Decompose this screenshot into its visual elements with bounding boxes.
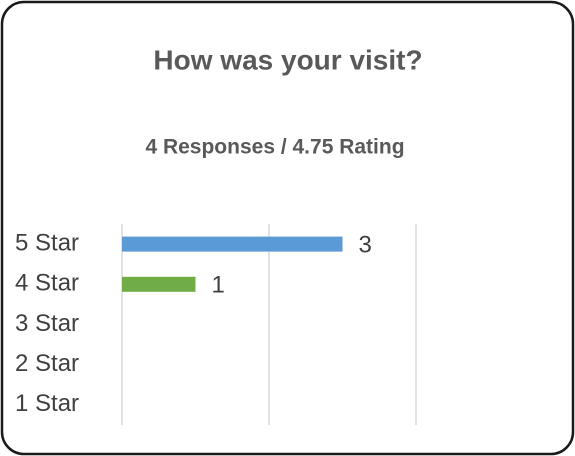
y-tick-label: 5 Star: [15, 229, 79, 256]
bar: [122, 236, 343, 252]
data-label: 3: [359, 231, 372, 258]
chart-title: How was your visit?: [153, 44, 422, 75]
bar: [122, 276, 196, 292]
y-tick-label: 2 Star: [15, 350, 79, 377]
y-tick-label: 4 Star: [15, 270, 79, 297]
data-label: 1: [212, 272, 225, 299]
y-tick-label: 1 Star: [15, 390, 79, 417]
chart-subtitle: 4 Responses / 4.75 Rating: [145, 136, 404, 159]
y-tick-label: 3 Star: [15, 310, 79, 337]
